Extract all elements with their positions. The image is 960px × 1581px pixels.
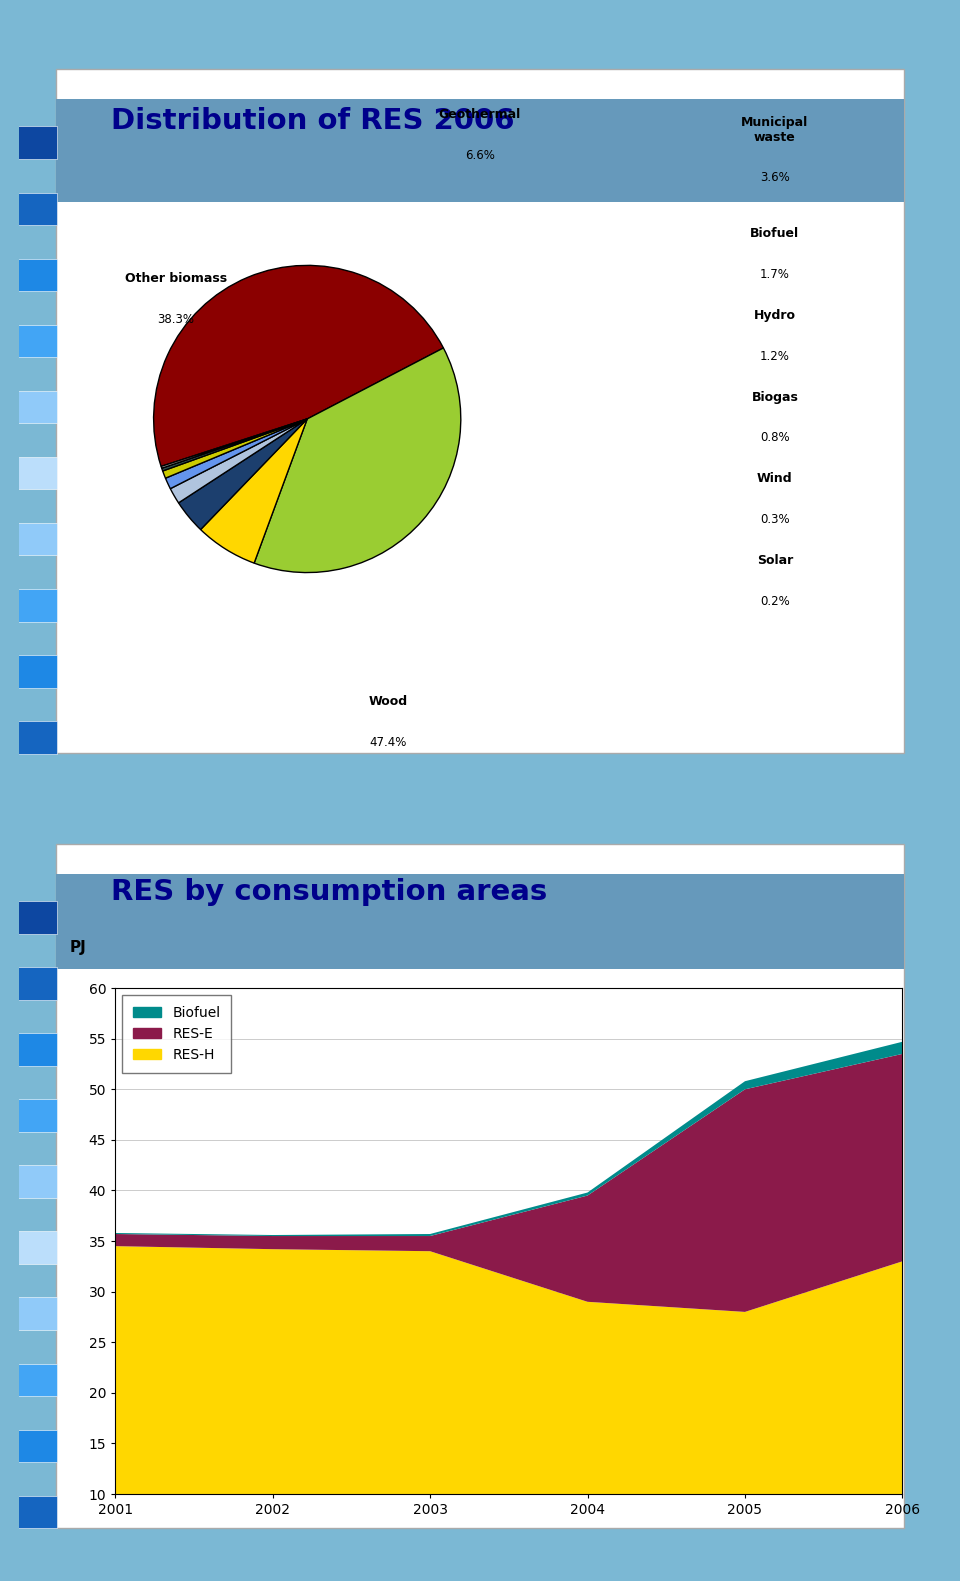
FancyBboxPatch shape bbox=[56, 874, 904, 969]
FancyBboxPatch shape bbox=[18, 391, 57, 424]
FancyBboxPatch shape bbox=[18, 1298, 57, 1330]
FancyBboxPatch shape bbox=[18, 901, 57, 934]
Wedge shape bbox=[162, 419, 307, 477]
Text: 0.2%: 0.2% bbox=[760, 594, 790, 609]
Text: Biofuel: Biofuel bbox=[751, 228, 800, 240]
Text: Geothermal: Geothermal bbox=[439, 108, 521, 122]
FancyBboxPatch shape bbox=[18, 126, 57, 160]
Wedge shape bbox=[179, 419, 307, 530]
FancyBboxPatch shape bbox=[18, 1165, 57, 1198]
Wedge shape bbox=[170, 419, 307, 503]
Text: Wind: Wind bbox=[757, 473, 793, 485]
Text: 38.3%: 38.3% bbox=[157, 313, 194, 326]
FancyBboxPatch shape bbox=[18, 1496, 57, 1529]
Text: Municipal
waste: Municipal waste bbox=[741, 115, 808, 144]
FancyBboxPatch shape bbox=[18, 1099, 57, 1132]
FancyBboxPatch shape bbox=[18, 968, 57, 999]
FancyBboxPatch shape bbox=[18, 655, 57, 688]
Wedge shape bbox=[161, 419, 307, 468]
Text: Distribution of RES 2006: Distribution of RES 2006 bbox=[111, 106, 515, 134]
Text: 0.3%: 0.3% bbox=[760, 514, 790, 526]
FancyBboxPatch shape bbox=[18, 721, 57, 754]
Text: Biogas: Biogas bbox=[752, 391, 799, 403]
FancyBboxPatch shape bbox=[18, 523, 57, 555]
Wedge shape bbox=[161, 419, 307, 471]
Text: RES by consumption areas: RES by consumption areas bbox=[111, 877, 547, 906]
FancyBboxPatch shape bbox=[18, 1232, 57, 1265]
FancyBboxPatch shape bbox=[56, 100, 904, 201]
Text: Solar: Solar bbox=[756, 553, 793, 568]
Text: 3.6%: 3.6% bbox=[760, 171, 790, 185]
FancyBboxPatch shape bbox=[18, 1034, 57, 1066]
Text: PJ: PJ bbox=[70, 941, 86, 955]
FancyBboxPatch shape bbox=[18, 324, 57, 357]
Text: Wood: Wood bbox=[369, 696, 407, 708]
Wedge shape bbox=[154, 266, 444, 466]
Text: 1.7%: 1.7% bbox=[760, 269, 790, 281]
Text: 47.4%: 47.4% bbox=[370, 737, 406, 749]
Wedge shape bbox=[165, 419, 307, 489]
Text: 6.6%: 6.6% bbox=[465, 149, 495, 163]
FancyBboxPatch shape bbox=[56, 70, 904, 753]
FancyBboxPatch shape bbox=[56, 844, 904, 1527]
FancyBboxPatch shape bbox=[18, 457, 57, 490]
Wedge shape bbox=[201, 419, 307, 563]
Wedge shape bbox=[254, 348, 461, 572]
Text: Hydro: Hydro bbox=[754, 308, 796, 323]
Text: 0.8%: 0.8% bbox=[760, 432, 790, 444]
FancyBboxPatch shape bbox=[18, 1429, 57, 1462]
Legend: Biofuel, RES-E, RES-H: Biofuel, RES-E, RES-H bbox=[122, 994, 231, 1073]
FancyBboxPatch shape bbox=[18, 1363, 57, 1396]
Text: 1.2%: 1.2% bbox=[760, 349, 790, 362]
FancyBboxPatch shape bbox=[18, 193, 57, 225]
FancyBboxPatch shape bbox=[18, 588, 57, 621]
FancyBboxPatch shape bbox=[18, 259, 57, 291]
Text: Other biomass: Other biomass bbox=[125, 272, 227, 285]
